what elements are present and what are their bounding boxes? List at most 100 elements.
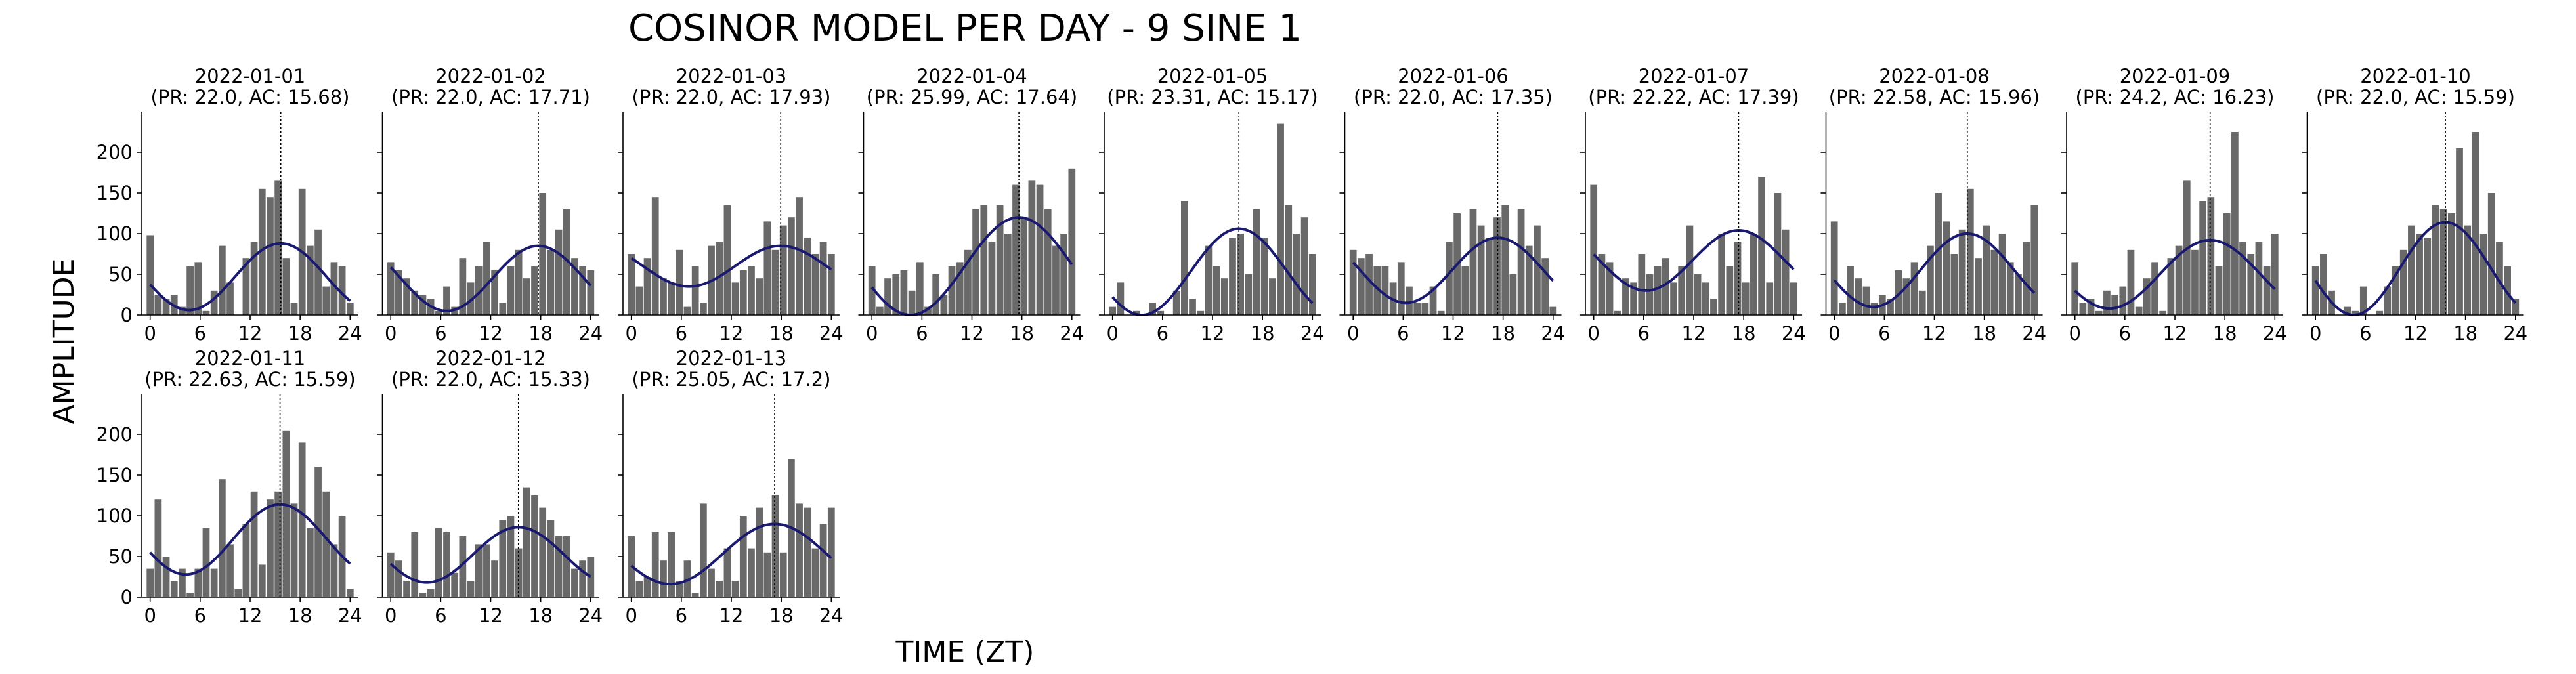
x-tick-label: 0	[385, 604, 397, 627]
y-tick-label: 0	[121, 586, 133, 608]
bar	[483, 544, 490, 597]
bar	[475, 266, 483, 315]
bar	[643, 577, 651, 597]
x-tick-label: 12	[1441, 322, 1465, 345]
bar	[1012, 184, 1020, 315]
x-tick-label: 18	[528, 604, 553, 627]
bar	[748, 548, 755, 597]
bar	[1966, 188, 1974, 315]
panel-date-title: 2022-01-13	[676, 347, 787, 369]
x-tick-label: 0	[1106, 322, 1118, 345]
bar	[1910, 262, 1918, 315]
x-tick-label: 6	[194, 604, 206, 627]
panel-date-title: 2022-01-01	[195, 65, 306, 87]
bar	[796, 503, 803, 597]
bar	[1541, 258, 1549, 315]
bar	[940, 295, 948, 315]
bar	[1245, 274, 1253, 315]
bar	[819, 242, 827, 315]
x-tick-label: 18	[1972, 322, 1996, 345]
bar	[876, 306, 884, 315]
bar	[507, 516, 515, 597]
bar	[1373, 266, 1381, 315]
bar	[1895, 270, 1902, 315]
x-tick-label: 12	[238, 322, 263, 345]
bar	[2247, 254, 2255, 315]
bar	[1285, 205, 1293, 315]
bar	[459, 258, 467, 315]
x-tick-label: 18	[2213, 322, 2237, 345]
bar	[451, 572, 459, 597]
bar	[547, 249, 555, 315]
bar	[2079, 303, 2087, 315]
bar	[154, 499, 162, 597]
x-tick-label: 24	[338, 604, 362, 627]
panel-2022-01-13: 2022-01-13(PR: 25.05, AC: 17.2) 0 6 12 18 24	[618, 347, 844, 627]
bar	[699, 303, 707, 315]
cosinor-fit-line	[389, 526, 591, 584]
bar	[1446, 242, 1453, 315]
bar	[2127, 249, 2135, 315]
x-tick-label: 24	[1060, 322, 1084, 345]
bar	[1429, 286, 1437, 315]
bar	[443, 532, 450, 597]
bar	[2255, 242, 2263, 315]
bar	[756, 278, 763, 315]
x-tick-label: 6	[435, 322, 446, 345]
panel-date-title: 2022-01-11	[195, 347, 306, 369]
bar	[387, 552, 395, 597]
bar	[242, 524, 250, 597]
x-tick-label: 18	[769, 322, 794, 345]
bar	[731, 282, 739, 315]
bar	[2487, 193, 2495, 315]
bar	[563, 536, 570, 597]
bar	[2504, 266, 2511, 315]
panel-date-title: 2022-01-09	[2120, 65, 2231, 87]
bar	[811, 548, 819, 597]
panel-2022-01-05: 2022-01-05(PR: 23.31, AC: 15.17) 0 6 12 18 24	[1099, 65, 1325, 345]
bar	[956, 262, 964, 315]
bar	[1534, 225, 1541, 315]
bar	[1157, 310, 1165, 315]
y-tick-label: 0	[121, 304, 133, 326]
x-tick-label: 0	[2069, 322, 2080, 345]
bar	[676, 581, 683, 597]
bar	[1469, 209, 1477, 315]
bar	[1220, 278, 1228, 315]
bar	[282, 430, 290, 597]
panel-date-title: 2022-01-12	[435, 347, 546, 369]
bar	[267, 499, 274, 597]
bar	[218, 479, 226, 597]
cosinor-fit-line	[630, 522, 832, 586]
bar	[1887, 299, 1894, 315]
x-tick-label: 12	[2403, 322, 2428, 345]
bar	[683, 306, 691, 315]
bar	[1060, 234, 1067, 315]
bar	[2207, 197, 2215, 315]
x-tick-label: 12	[479, 322, 503, 345]
x-tick-label: 18	[1732, 322, 1756, 345]
bar	[2320, 254, 2327, 315]
bar	[154, 295, 162, 315]
bar	[1349, 249, 1357, 315]
bar	[1702, 282, 1709, 315]
bar	[1710, 299, 1717, 315]
bar	[1493, 217, 1501, 315]
bar	[1782, 229, 1790, 315]
bar	[779, 552, 787, 597]
y-axis-label: AMPLITUDE	[47, 259, 81, 425]
bar	[194, 568, 202, 597]
bar	[411, 532, 419, 597]
bar	[916, 262, 924, 315]
bar	[1477, 225, 1485, 315]
cosinor-fit-line	[389, 244, 592, 312]
bar	[1975, 258, 1982, 315]
bar	[771, 249, 779, 315]
x-tick-label: 18	[769, 604, 794, 627]
bar	[2439, 209, 2447, 315]
bar	[643, 258, 651, 315]
x-tick-label: 18	[1251, 322, 1275, 345]
x-tick-label: 6	[1397, 322, 1409, 345]
bar	[146, 235, 154, 315]
bar	[250, 491, 258, 597]
